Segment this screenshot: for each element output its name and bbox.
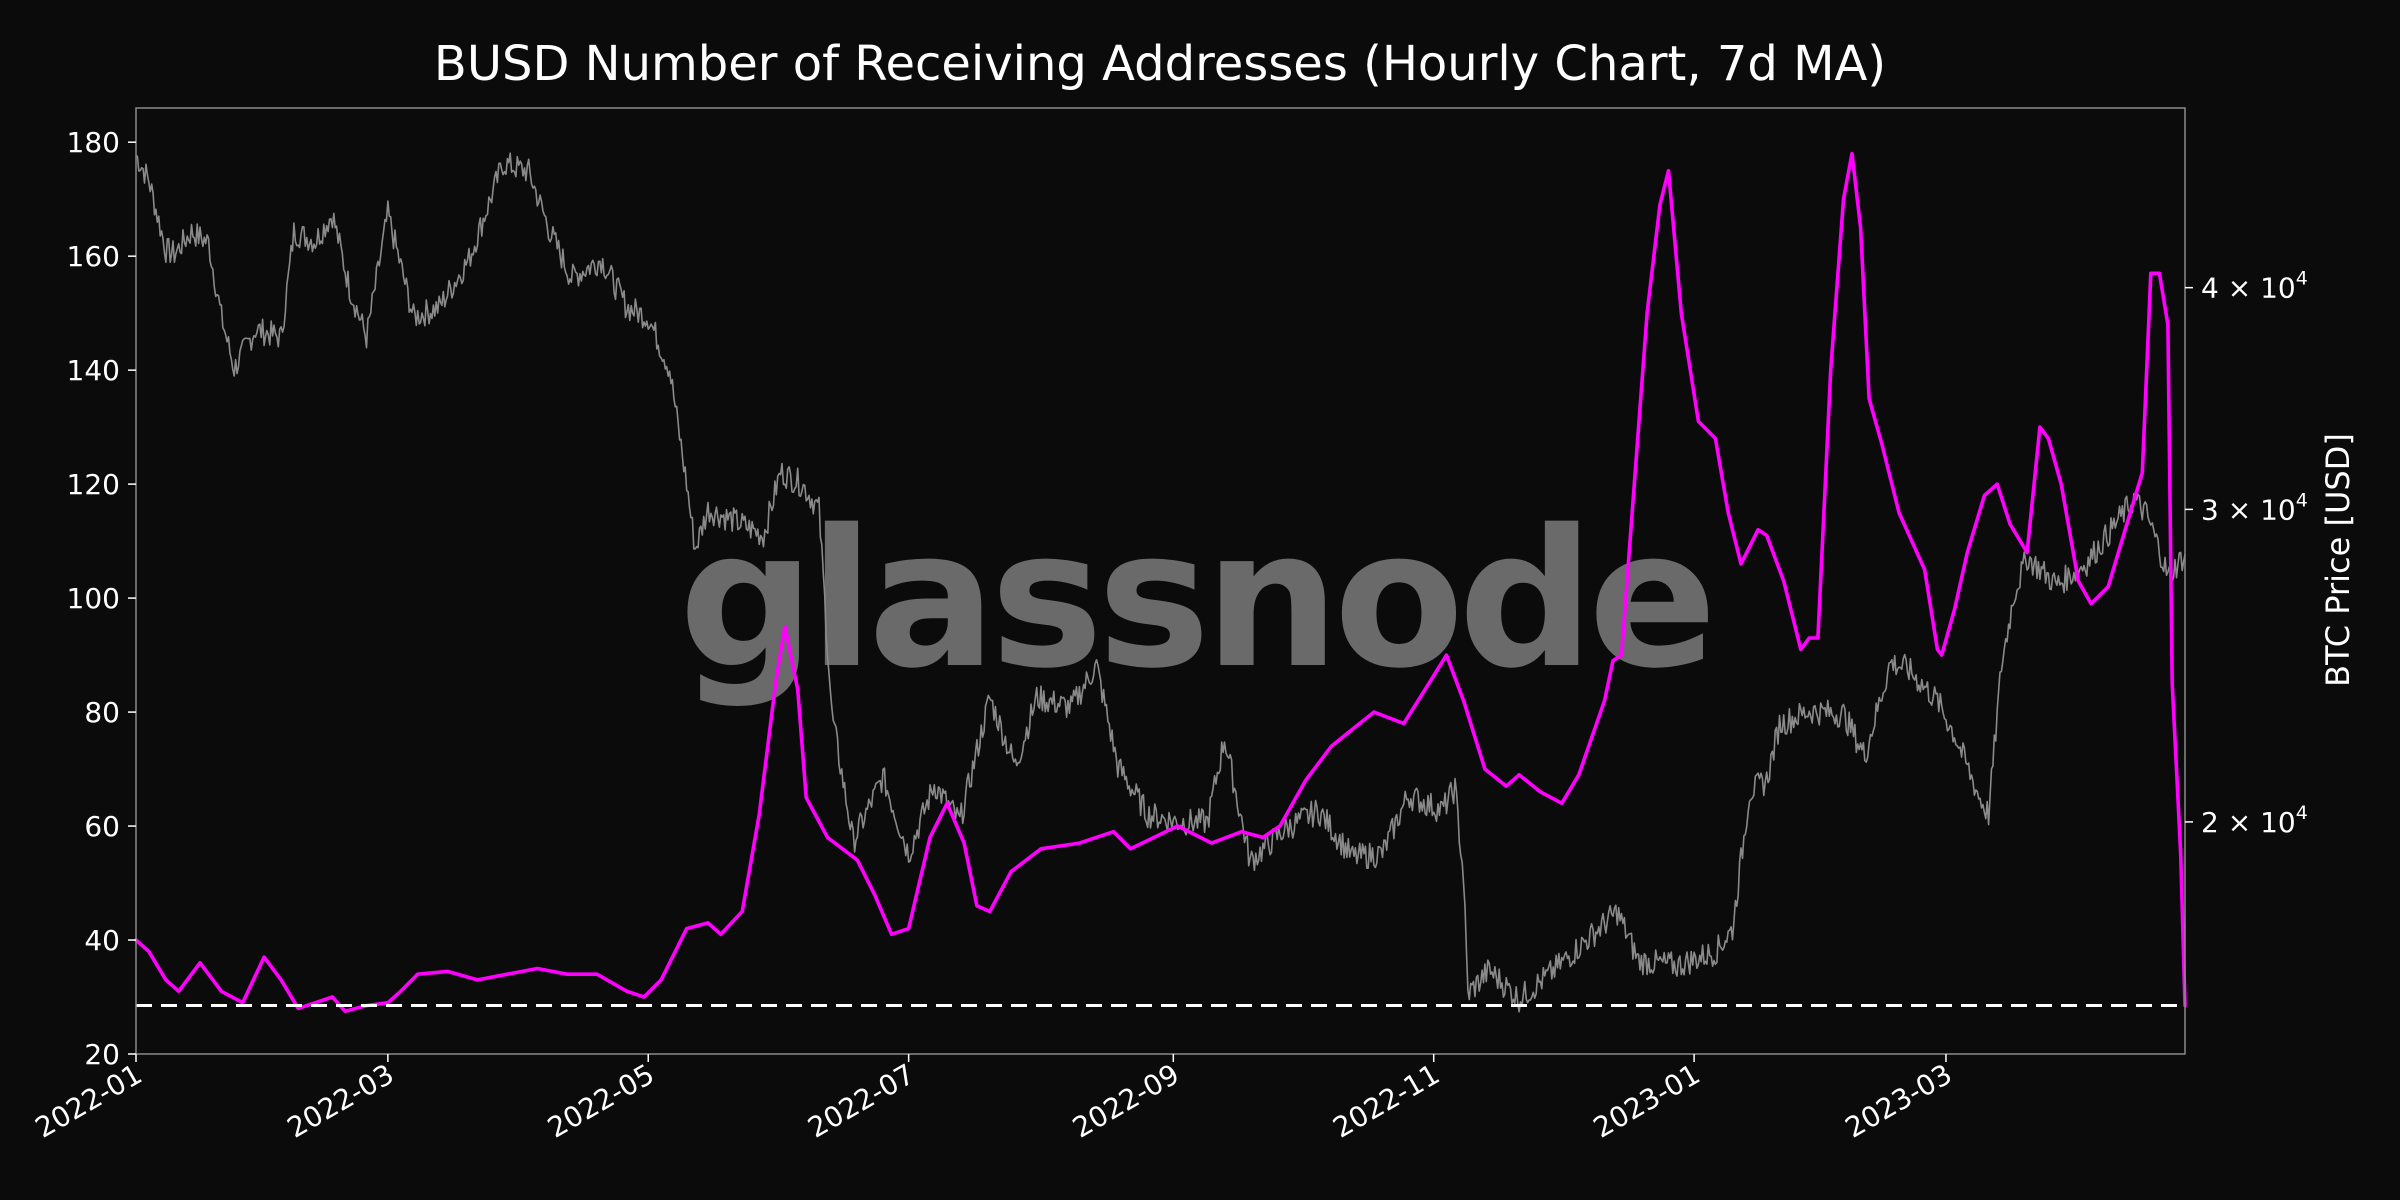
- y-tick-label: 20: [84, 1038, 120, 1071]
- series-line-receiving-addresses: [134, 151, 2187, 1014]
- y-tick-label: 40: [84, 924, 120, 957]
- chart-title: BUSD Number of Receiving Addresses (Hour…: [434, 36, 1886, 92]
- y2-tick-label: 2 × 104: [2201, 802, 2308, 839]
- watermark-glassnode: glassnode: [679, 489, 1711, 710]
- y-tick-label: 120: [67, 468, 120, 501]
- y-tick-label: 100: [67, 582, 120, 615]
- y-tick-label: 140: [67, 354, 120, 387]
- y-tick-label: 180: [67, 126, 120, 159]
- y2-axis-label-group: BTC Price [USD]: [2319, 433, 2357, 687]
- y2-tick-label: 4 × 104: [2201, 268, 2308, 305]
- plot-frame: [135, 107, 2186, 1055]
- y-tick-label: 160: [67, 240, 120, 273]
- series-line-btc-price: [135, 152, 2186, 1013]
- y2-tick-label: 3 × 104: [2201, 489, 2308, 526]
- y2-axis-label: BTC Price [USD]: [2319, 433, 2357, 687]
- y-tick-label: 80: [84, 696, 120, 729]
- series-layer: [134, 151, 2187, 1014]
- y-tick-label: 60: [84, 810, 120, 843]
